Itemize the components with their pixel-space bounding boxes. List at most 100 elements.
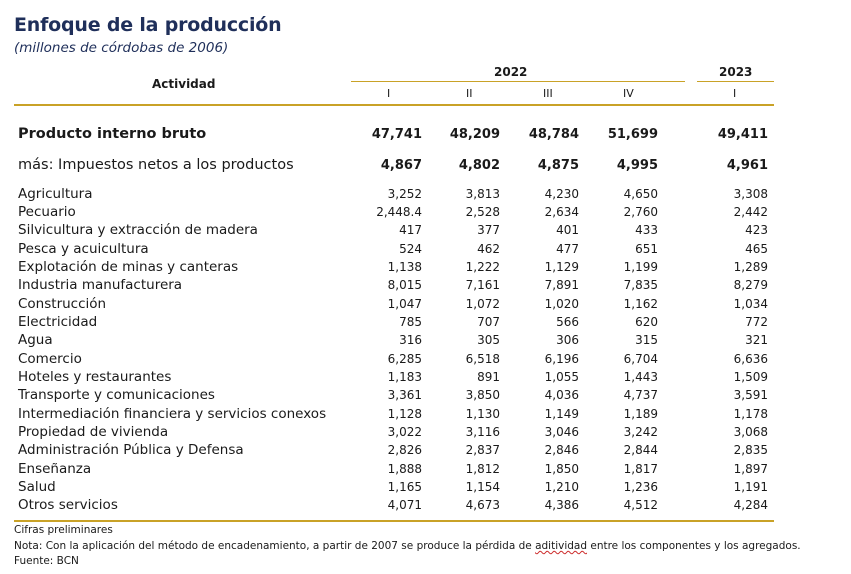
row-value: 1,154	[465, 480, 500, 494]
row-value: 305	[477, 333, 500, 347]
row-label: Otros servicios	[18, 497, 118, 513]
row-value: 1,149	[544, 407, 579, 421]
row-value: 2,442	[733, 205, 768, 219]
footnote-spellcheck-word: aditividad	[535, 540, 588, 552]
table-bottom-rule	[14, 520, 774, 522]
row-value: 1,047	[387, 297, 422, 311]
row-value: 3,361	[387, 388, 422, 402]
row-value: 891	[477, 370, 500, 384]
row-value: 620	[635, 315, 658, 329]
row-label: Silvicultura y extracción de madera	[18, 222, 258, 238]
row-value: 306	[556, 333, 579, 347]
row-value: 3,252	[387, 187, 422, 201]
footnote-source: Fuente: BCN	[14, 555, 79, 567]
row-label: más: Impuestos netos a los productos	[18, 157, 294, 173]
row-label: Electricidad	[18, 314, 98, 330]
row-label: Agricultura	[18, 186, 93, 202]
row-value: 3,068	[733, 425, 768, 439]
footnote-preliminary: Cifras preliminares	[14, 524, 113, 536]
row-value: 1,165	[387, 480, 422, 494]
row-value: 462	[477, 242, 500, 256]
row-label: Propiedad de vivienda	[18, 424, 169, 440]
quarter-header: IV	[623, 87, 634, 100]
table-row: Otros servicios 4,071 4,673 4,386 4,512 4,284	[14, 497, 774, 515]
row-value: 6,196	[544, 352, 579, 366]
quarter-header: I	[387, 87, 391, 100]
row-value: 48,784	[528, 127, 579, 142]
table-row: Industria manufacturera 8,015 7,161 7,891 7,…	[14, 277, 774, 295]
table-row: Silvicultura y extracción de madera 417 37…	[14, 222, 774, 240]
row-value: 7,835	[623, 278, 658, 292]
row-label: Agua	[18, 332, 53, 348]
row-value: 1,812	[465, 462, 500, 476]
row-value: 8,015	[387, 278, 422, 292]
row-value: 566	[556, 315, 579, 329]
table-row: Producto interno bruto 47,741 48,209 48,784…	[14, 126, 774, 144]
row-value: 1,289	[733, 260, 768, 274]
header-bottom-rule	[14, 104, 774, 106]
row-value: 2,634	[544, 205, 579, 219]
table-row: Pecuario 2,448.4 2,528 2,634 2,760 2,442	[14, 204, 774, 222]
row-value: 51,699	[607, 127, 658, 142]
row-value: 2,528	[465, 205, 500, 219]
row-value: 1,850	[544, 462, 579, 476]
row-label: Hoteles y restaurantes	[18, 369, 172, 385]
row-value: 1,072	[465, 297, 500, 311]
table-row: Hoteles y restaurantes 1,183 891 1,055 1,443…	[14, 369, 774, 387]
row-value: 1,055	[544, 370, 579, 384]
row-value: 1,888	[387, 462, 422, 476]
row-value: 1,199	[623, 260, 658, 274]
row-value: 3,813	[465, 187, 500, 201]
table-row: Explotación de minas y canteras 1,138 1,22…	[14, 259, 774, 277]
row-value: 1,222	[465, 260, 500, 274]
row-value: 3,591	[733, 388, 768, 402]
row-value: 1,897	[733, 462, 768, 476]
table-row: Electricidad 785 707 566 620 772	[14, 314, 774, 332]
table-row: Enseñanza 1,888 1,812 1,850 1,817 1,897	[14, 461, 774, 479]
row-value: 4,071	[387, 498, 422, 512]
row-value: 3,046	[544, 425, 579, 439]
row-value: 1,443	[623, 370, 658, 384]
row-label: Administración Pública y Defensa	[18, 442, 244, 458]
row-value: 7,161	[465, 278, 500, 292]
row-value: 1,210	[544, 480, 579, 494]
table-row: Pesca y acuicultura 524 462 477 651 465	[14, 241, 774, 259]
row-value: 1,236	[623, 480, 658, 494]
table-row: Transporte y comunicaciones 3,361 3,850 4,0…	[14, 387, 774, 405]
row-value: 477	[556, 242, 579, 256]
table-row: Administración Pública y Defensa 2,826 2,8…	[14, 442, 774, 460]
row-value: 2,844	[623, 443, 658, 457]
row-value: 2,448.4	[376, 205, 422, 219]
footnote-note: Nota: Con la aplicación del método de en…	[14, 540, 801, 552]
row-value: 4,802	[458, 158, 500, 173]
row-label: Enseñanza	[18, 461, 92, 477]
row-label: Construcción	[18, 296, 107, 312]
row-value: 4,036	[544, 388, 579, 402]
row-value: 4,867	[380, 158, 422, 173]
quarter-header: II	[466, 87, 473, 100]
row-label: Industria manufacturera	[18, 277, 183, 293]
row-value: 315	[635, 333, 658, 347]
row-value: 48,209	[449, 127, 500, 142]
row-value: 2,837	[465, 443, 500, 457]
row-value: 3,850	[465, 388, 500, 402]
row-value: 6,518	[465, 352, 500, 366]
footnote-note-start: Nota: Con la aplicación del método de en…	[14, 540, 536, 552]
table-row: más: Impuestos netos a los productos 4,86…	[14, 157, 774, 175]
row-value: 8,279	[733, 278, 768, 292]
table-title: Enfoque de la producción	[14, 14, 282, 36]
table-row: Agricultura 3,252 3,813 4,230 4,650 3,308	[14, 186, 774, 204]
row-value: 1,189	[623, 407, 658, 421]
table-row: Construcción 1,047 1,072 1,020 1,162 1,034	[14, 296, 774, 314]
row-value: 3,308	[733, 187, 768, 201]
row-label: Pesca y acuicultura	[18, 241, 149, 257]
row-value: 2,760	[623, 205, 658, 219]
row-value: 4,386	[544, 498, 579, 512]
year-header-2022: 2022	[494, 65, 528, 79]
row-value: 1,183	[387, 370, 422, 384]
year-header-2023: 2023	[719, 65, 753, 79]
table-subtitle: (millones de córdobas de 2006)	[14, 40, 229, 56]
year-rule-2022	[351, 81, 685, 82]
row-value: 4,995	[616, 158, 658, 173]
table-row: Salud 1,165 1,154 1,210 1,236 1,191	[14, 479, 774, 497]
